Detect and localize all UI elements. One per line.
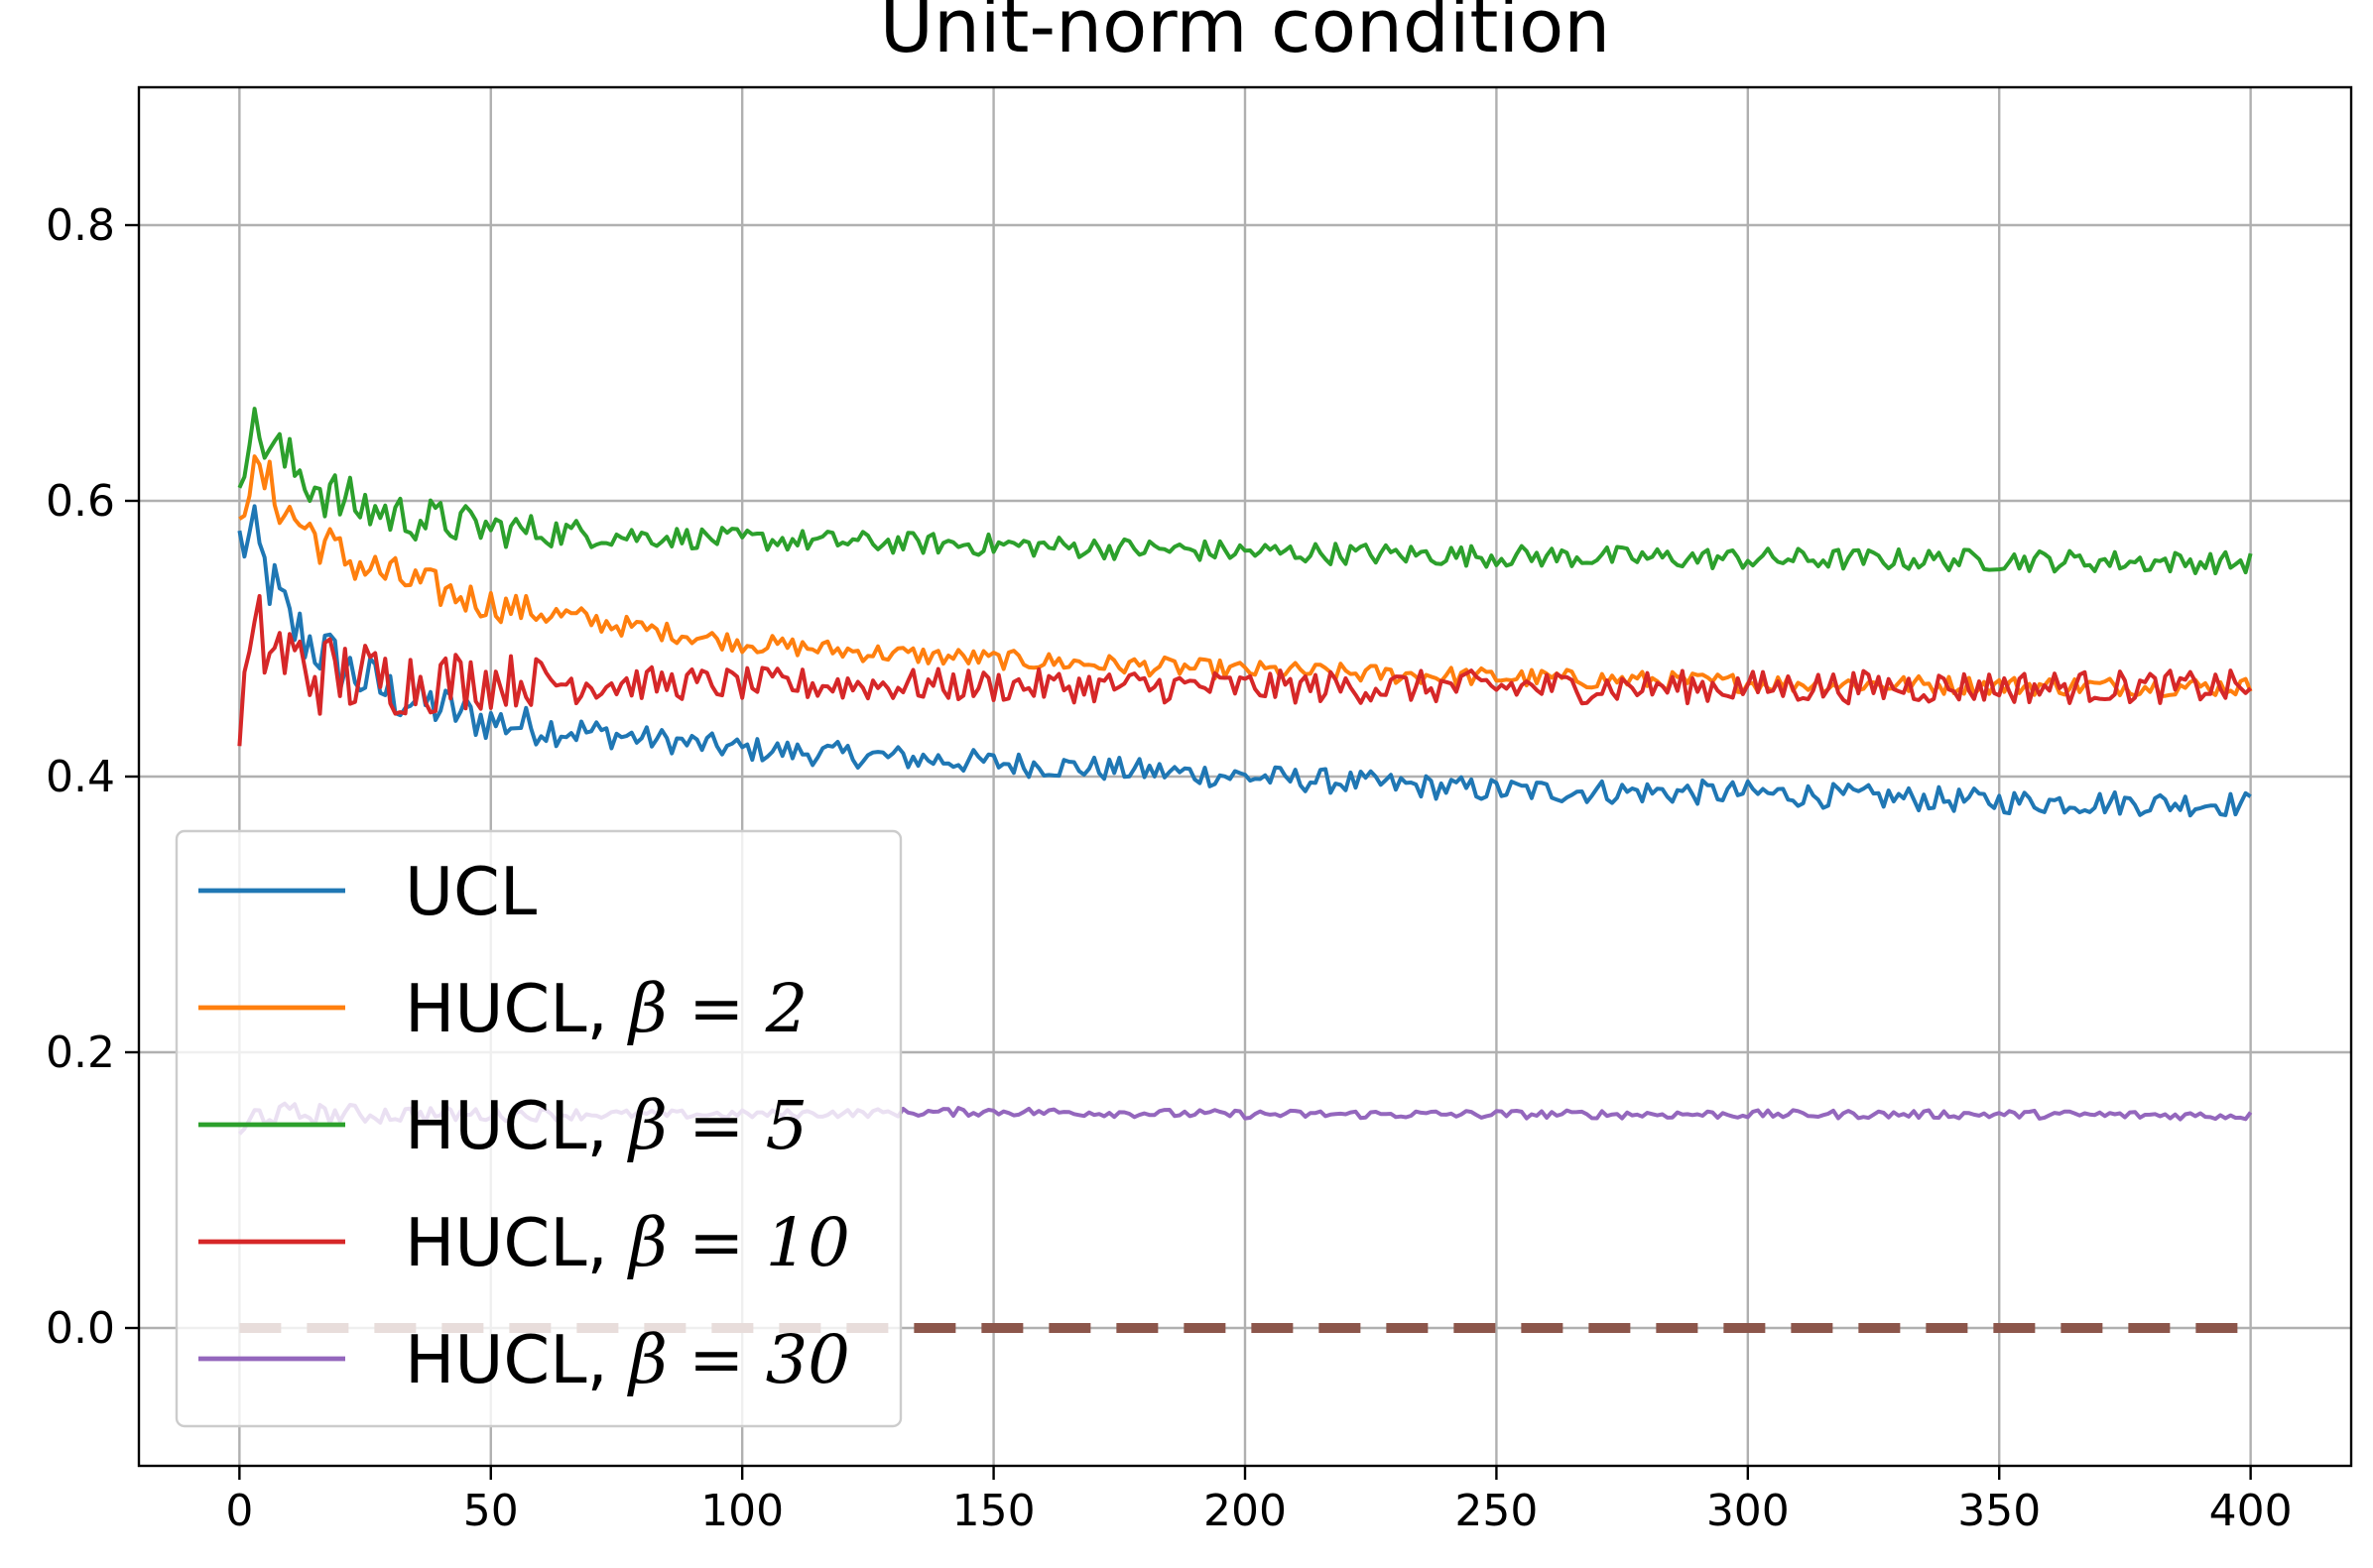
legend-label-0: UCL	[405, 853, 537, 930]
legend-label-3: HUCL, β = 10	[405, 1204, 850, 1281]
x-tick-label: 150	[952, 1486, 1036, 1536]
x-tick-label: 50	[463, 1486, 519, 1536]
series-line-2	[237, 407, 2253, 576]
legend-label-1: HUCL, β = 2	[405, 970, 808, 1047]
y-tick-label: 0.2	[46, 1027, 115, 1078]
x-tick-label: 400	[2209, 1486, 2293, 1536]
x-tick-label: 250	[1454, 1486, 1538, 1536]
axes: 0 50 100 150 200 250 300 350 400 0.0 0.2 0.4 0.6 0.8	[46, 85, 2353, 1536]
y-tick-label: 0.4	[46, 752, 115, 802]
chart-title: Unit-norm condition	[880, 0, 1610, 69]
x-tick-label: 300	[1706, 1486, 1790, 1536]
legend-box	[175, 829, 903, 1428]
x-tick-label: 0	[225, 1486, 253, 1536]
x-tick-label: 100	[700, 1486, 784, 1536]
legend-label-4: HUCL, β = 30	[405, 1321, 850, 1398]
x-tick-label: 350	[1957, 1486, 2041, 1536]
series-group	[237, 407, 2253, 1333]
legend: UCL HUCL, β = 2 HUCL, β = 5 HUCL, β = 10 HUC…	[175, 829, 903, 1428]
series-line-1	[238, 454, 2253, 698]
y-tick-label: 0.6	[46, 476, 115, 527]
x-tick-label: 200	[1203, 1486, 1287, 1536]
series-line-0	[237, 504, 2252, 818]
y-tick-label: 0.0	[46, 1303, 115, 1354]
y-tick-label: 0.8	[46, 200, 115, 251]
series-line-3	[237, 594, 2252, 747]
legend-label-2: HUCL, β = 5	[405, 1087, 808, 1164]
